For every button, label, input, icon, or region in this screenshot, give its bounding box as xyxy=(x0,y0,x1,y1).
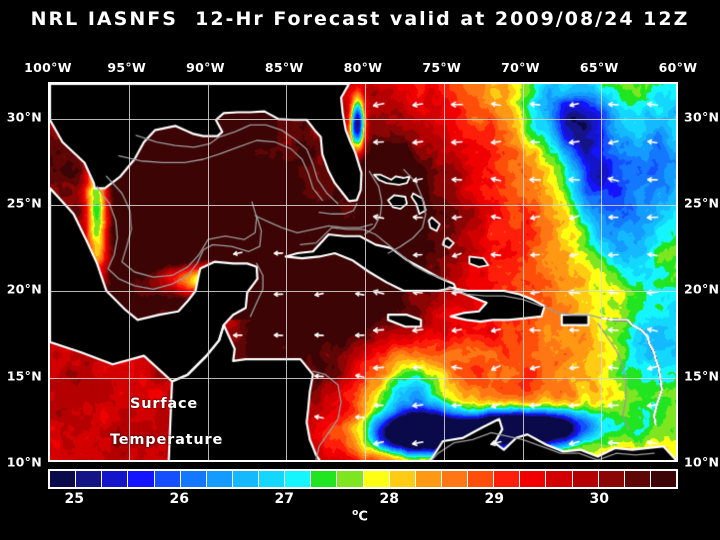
colorbar-swatch-2 xyxy=(102,471,129,487)
colorbar-swatch-21 xyxy=(598,471,625,487)
y-tick-left-1: 25°N xyxy=(6,195,42,211)
colorbar-unit-label: oC xyxy=(352,508,368,525)
colorbar-swatch-18 xyxy=(520,471,547,487)
x-tick-4: 80°W xyxy=(343,60,383,75)
colorbar-swatch-3 xyxy=(128,471,155,487)
colorbar-swatch-19 xyxy=(546,471,573,487)
colorbar-tick-3: 28 xyxy=(379,491,399,507)
y-tick-left-0: 30°N xyxy=(6,109,42,125)
x-tick-2: 90°W xyxy=(186,60,225,75)
colorbar-tick-4: 29 xyxy=(484,491,504,507)
x-tick-6: 70°W xyxy=(501,60,540,75)
x-tick-1: 95°W xyxy=(107,60,147,75)
x-tick-7: 65°W xyxy=(579,60,619,75)
colorbar-swatch-7 xyxy=(232,471,259,487)
x-tick-5: 75°W xyxy=(422,60,462,75)
colorbar-swatch-10 xyxy=(311,471,338,487)
y-tick-right-4: 10°N xyxy=(684,454,720,470)
colorbar-swatch-22 xyxy=(624,471,651,487)
colorbar-swatch-9 xyxy=(285,471,312,487)
colorbar-swatch-20 xyxy=(572,471,599,487)
colorbar-swatch-14 xyxy=(415,471,442,487)
y-tick-right-0: 30°N xyxy=(684,109,720,125)
overlay-label-surface: Surface xyxy=(130,396,199,412)
overlay-label-temperature: Temperature xyxy=(110,432,224,448)
colorbar-tick-0: 25 xyxy=(64,491,84,507)
colorbar-swatch-12 xyxy=(363,471,390,487)
colorbar-swatch-16 xyxy=(468,471,495,487)
map-plot-area[interactable]: Surface Temperature xyxy=(48,82,678,462)
sst-heatmap-canvas xyxy=(50,84,676,460)
colorbar[interactable] xyxy=(48,469,678,489)
y-tick-right-1: 25°N xyxy=(684,195,720,211)
colorbar-swatch-17 xyxy=(494,471,521,487)
colorbar-tick-1: 26 xyxy=(169,491,189,507)
x-tick-8: 60°W xyxy=(658,60,698,75)
colorbar-tick-5: 30 xyxy=(589,491,609,507)
y-tick-right-3: 15°N xyxy=(684,368,720,384)
colorbar-swatch-6 xyxy=(206,471,233,487)
y-tick-left-4: 10°N xyxy=(6,454,42,470)
colorbar-swatch-23 xyxy=(650,471,676,487)
colorbar-swatch-5 xyxy=(180,471,207,487)
y-tick-left-3: 15°N xyxy=(6,368,42,384)
colorbar-swatch-4 xyxy=(154,471,181,487)
x-tick-3: 85°W xyxy=(264,60,304,75)
y-tick-right-2: 20°N xyxy=(684,281,720,297)
colorbar-swatch-1 xyxy=(76,471,103,487)
colorbar-swatch-8 xyxy=(259,471,286,487)
colorbar-swatch-13 xyxy=(389,471,416,487)
colorbar-tick-2: 27 xyxy=(274,491,294,507)
x-tick-0: 100°W xyxy=(24,60,72,75)
y-tick-left-2: 20°N xyxy=(6,281,42,297)
figure-title: NRL IASNFS 12-Hr Forecast valid at 2009/… xyxy=(30,8,690,30)
colorbar-swatch-11 xyxy=(337,471,364,487)
colorbar-swatch-0 xyxy=(50,471,77,487)
colorbar-swatch-15 xyxy=(441,471,468,487)
